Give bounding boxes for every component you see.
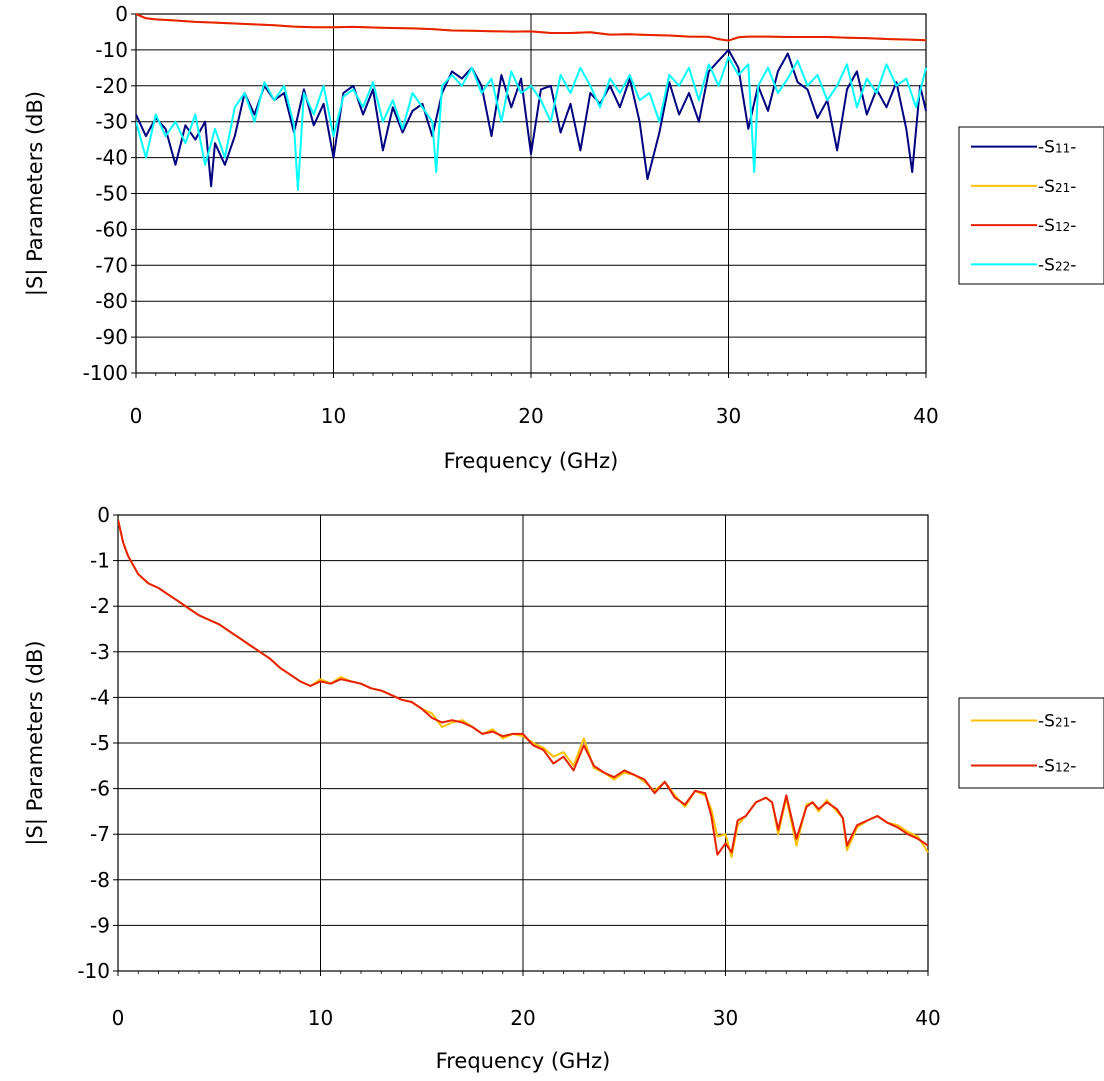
legend-label: -S22- bbox=[1038, 255, 1076, 275]
y-tick-label: -7 bbox=[90, 822, 110, 846]
y-tick-label: 0 bbox=[115, 2, 128, 26]
legend-label: -S12- bbox=[1038, 216, 1076, 236]
y-tick-label: 0 bbox=[97, 503, 110, 527]
y-tick-label: -3 bbox=[90, 640, 110, 664]
y-tick-label: -1 bbox=[90, 549, 110, 573]
y-tick-label: -100 bbox=[83, 361, 128, 385]
legend: -S11- -S21- -S12- -S22- bbox=[958, 126, 1104, 285]
series-line-s12 bbox=[136, 13, 927, 42]
y-tick-label: -10 bbox=[95, 38, 128, 62]
y-tick-label: -50 bbox=[95, 182, 128, 206]
x-tick-label: 0 bbox=[130, 404, 143, 428]
legend-box bbox=[958, 126, 1104, 285]
y-tick-label: -8 bbox=[90, 868, 110, 892]
legend-label: -S21- bbox=[1038, 177, 1076, 197]
y-tick-label: -90 bbox=[95, 325, 128, 349]
legend-label: -S12- bbox=[1038, 757, 1076, 777]
x-tick-label: 10 bbox=[321, 404, 346, 428]
legend-label: -S11- bbox=[1038, 138, 1076, 158]
y-tick-label: -80 bbox=[95, 289, 128, 313]
x-tick-label: 20 bbox=[510, 1006, 535, 1030]
chart-2: 0-1-2-3-4-5-6-7-8-9-100 10 20 30 40Frequency… bbox=[23, 503, 1104, 1073]
legend-label: -S21- bbox=[1038, 712, 1076, 732]
y-tick-label: -20 bbox=[95, 74, 128, 98]
legend-box bbox=[958, 697, 1104, 789]
y-tick-label: -9 bbox=[90, 913, 110, 937]
y-tick-label: -4 bbox=[90, 685, 110, 709]
x-tick-label: 30 bbox=[716, 404, 741, 428]
y-tick-label: -5 bbox=[90, 731, 110, 755]
x-tick-label: 40 bbox=[913, 404, 938, 428]
y-tick-label: -60 bbox=[95, 217, 128, 241]
x-tick-label: 0 bbox=[112, 1006, 125, 1030]
x-axis-title: Frequency (GHz) bbox=[444, 449, 619, 473]
x-tick-label: 40 bbox=[915, 1006, 940, 1030]
series-line-s22 bbox=[136, 56, 927, 191]
y-tick-label: -40 bbox=[95, 146, 128, 170]
x-axis-title: Frequency (GHz) bbox=[436, 1049, 611, 1073]
y-axis-title: |S| Parameters (dB) bbox=[23, 640, 48, 845]
x-tick-label: 10 bbox=[308, 1006, 333, 1030]
series-line-s12 bbox=[118, 519, 929, 856]
y-tick-label: -10 bbox=[77, 959, 110, 983]
x-tick-label: 20 bbox=[518, 404, 543, 428]
y-tick-label: -30 bbox=[95, 110, 128, 134]
y-axis-title: |S| Parameters (dB) bbox=[23, 91, 48, 296]
legend: -S21- -S12- bbox=[958, 697, 1104, 789]
y-tick-label: -2 bbox=[90, 594, 110, 618]
y-tick-label: -70 bbox=[95, 253, 128, 277]
x-tick-label: 30 bbox=[713, 1006, 738, 1030]
y-tick-label: -6 bbox=[90, 777, 110, 801]
